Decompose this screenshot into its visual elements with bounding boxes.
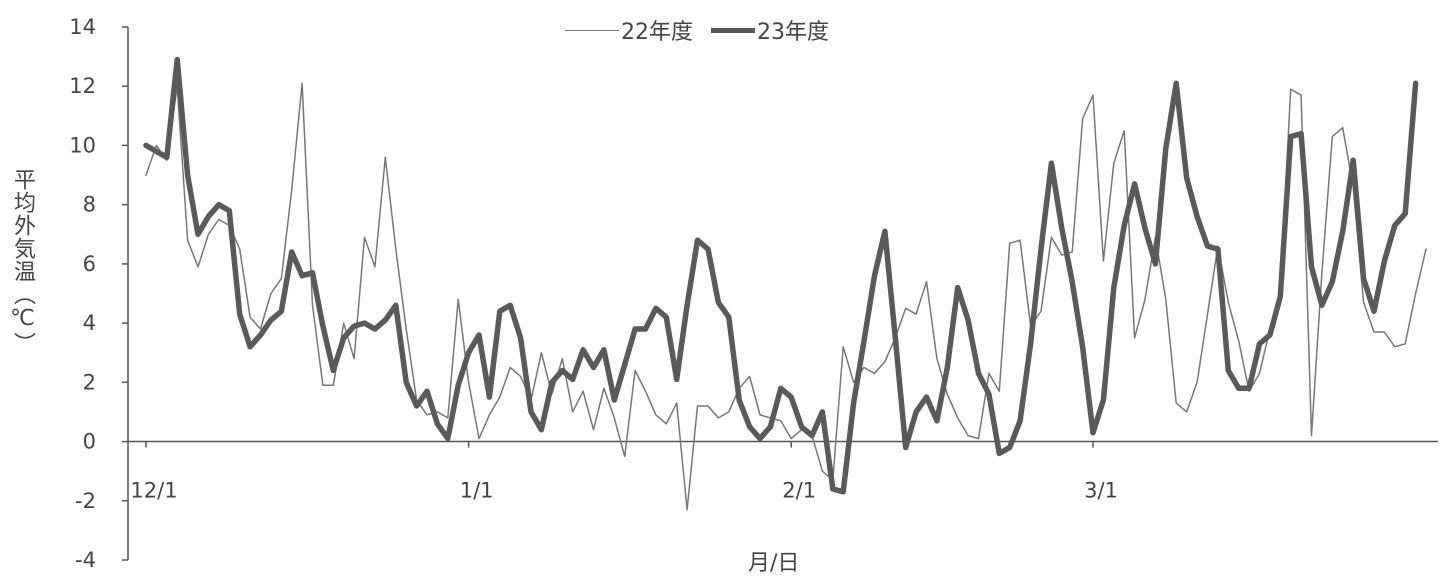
y-tick-label: -4 [75,548,96,572]
legend-swatch-23 [711,27,755,33]
y-axis-ticks: -4 -2 0 2 4 6 8 10 12 14 [69,15,128,572]
legend-swatch-22 [565,29,619,31]
y-tick-label: 6 [83,252,96,276]
series-line-23 [143,56,1419,495]
y-tick-label: 8 [83,193,96,217]
y-tick-label: 0 [83,430,96,454]
y-tick-label: 12 [69,74,96,98]
x-axis-ticks: 12/1 1/1 2/1 3/1 [130,441,1118,503]
y-tick-label: -2 [75,489,96,513]
y-tick-label: 10 [69,133,96,157]
x-tick-label: 2/1 [782,479,816,503]
x-axis-label: 月/日 [748,551,800,576]
x-tick-label: 3/1 [1084,479,1118,503]
legend: 22年度 23年度 [565,12,829,48]
legend-label-23: 23年度 [757,20,829,45]
y-tick-label: 4 [83,311,96,335]
legend-label-22: 22年度 [621,20,693,45]
x-tick-label: 12/1 [130,479,177,503]
series-line-22 [145,82,1427,511]
series-layer [143,56,1427,511]
x-tick-label: 1/1 [460,479,494,503]
y-tick-label: 2 [83,370,96,394]
y-axis-label: 平均外気温（℃） [10,168,35,355]
y-tick-label: 14 [69,15,96,39]
